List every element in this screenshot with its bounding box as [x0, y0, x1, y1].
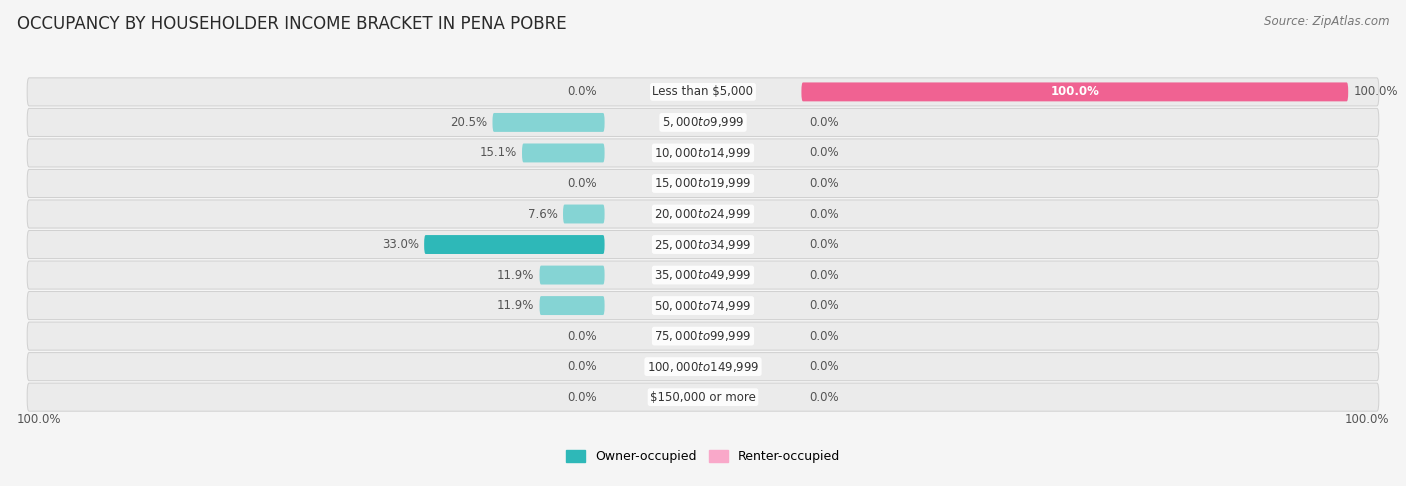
Text: OCCUPANCY BY HOUSEHOLDER INCOME BRACKET IN PENA POBRE: OCCUPANCY BY HOUSEHOLDER INCOME BRACKET … [17, 15, 567, 33]
Text: 0.0%: 0.0% [810, 391, 839, 404]
FancyBboxPatch shape [522, 143, 605, 162]
Text: 33.0%: 33.0% [381, 238, 419, 251]
Text: 0.0%: 0.0% [810, 269, 839, 281]
Text: $150,000 or more: $150,000 or more [650, 391, 756, 404]
FancyBboxPatch shape [492, 113, 605, 132]
Text: 0.0%: 0.0% [810, 330, 839, 343]
Text: 100.0%: 100.0% [17, 413, 62, 426]
FancyBboxPatch shape [27, 383, 1379, 411]
Text: $20,000 to $24,999: $20,000 to $24,999 [654, 207, 752, 221]
Text: 20.5%: 20.5% [450, 116, 486, 129]
FancyBboxPatch shape [27, 230, 1379, 259]
FancyBboxPatch shape [27, 139, 1379, 167]
Text: 0.0%: 0.0% [810, 116, 839, 129]
Text: 0.0%: 0.0% [810, 299, 839, 312]
Text: 0.0%: 0.0% [567, 330, 596, 343]
FancyBboxPatch shape [27, 292, 1379, 320]
Text: 0.0%: 0.0% [567, 391, 596, 404]
Text: 0.0%: 0.0% [810, 177, 839, 190]
Text: $10,000 to $14,999: $10,000 to $14,999 [654, 146, 752, 160]
Text: $25,000 to $34,999: $25,000 to $34,999 [654, 238, 752, 252]
FancyBboxPatch shape [801, 83, 1348, 102]
Text: 0.0%: 0.0% [567, 360, 596, 373]
FancyBboxPatch shape [562, 205, 605, 224]
Text: $100,000 to $149,999: $100,000 to $149,999 [647, 360, 759, 374]
Text: 15.1%: 15.1% [479, 146, 516, 159]
FancyBboxPatch shape [540, 265, 605, 284]
FancyBboxPatch shape [27, 170, 1379, 197]
Text: 0.0%: 0.0% [810, 146, 839, 159]
FancyBboxPatch shape [27, 108, 1379, 137]
Text: Less than $5,000: Less than $5,000 [652, 86, 754, 98]
Text: $5,000 to $9,999: $5,000 to $9,999 [662, 115, 744, 129]
Text: 100.0%: 100.0% [1050, 86, 1099, 98]
FancyBboxPatch shape [540, 296, 605, 315]
Text: 0.0%: 0.0% [567, 177, 596, 190]
Text: 100.0%: 100.0% [1344, 413, 1389, 426]
Text: $35,000 to $49,999: $35,000 to $49,999 [654, 268, 752, 282]
Text: 11.9%: 11.9% [496, 299, 534, 312]
Text: 7.6%: 7.6% [527, 208, 558, 221]
FancyBboxPatch shape [27, 261, 1379, 289]
Text: Source: ZipAtlas.com: Source: ZipAtlas.com [1264, 15, 1389, 28]
FancyBboxPatch shape [27, 352, 1379, 381]
Text: 0.0%: 0.0% [567, 86, 596, 98]
Text: $50,000 to $74,999: $50,000 to $74,999 [654, 298, 752, 312]
Text: $15,000 to $19,999: $15,000 to $19,999 [654, 176, 752, 191]
Text: 0.0%: 0.0% [810, 238, 839, 251]
FancyBboxPatch shape [425, 235, 605, 254]
FancyBboxPatch shape [27, 322, 1379, 350]
Text: 100.0%: 100.0% [1354, 86, 1398, 98]
Legend: Owner-occupied, Renter-occupied: Owner-occupied, Renter-occupied [560, 444, 846, 469]
Text: $75,000 to $99,999: $75,000 to $99,999 [654, 329, 752, 343]
Text: 0.0%: 0.0% [810, 360, 839, 373]
Text: 0.0%: 0.0% [810, 208, 839, 221]
Text: 11.9%: 11.9% [496, 269, 534, 281]
FancyBboxPatch shape [27, 200, 1379, 228]
FancyBboxPatch shape [27, 78, 1379, 106]
